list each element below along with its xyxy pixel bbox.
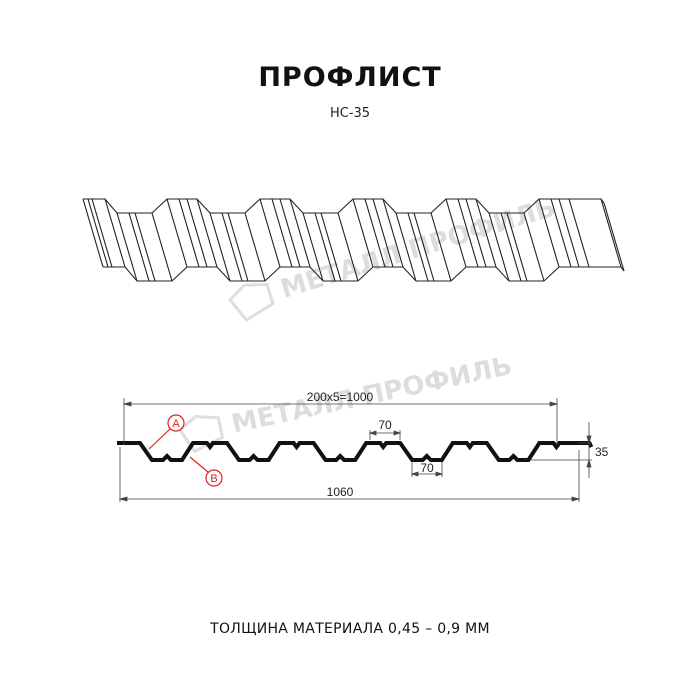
sheet-edge-rib [91, 198, 113, 268]
sheet-fold-line [166, 198, 188, 268]
dimension-lines [118, 398, 592, 502]
sheet-rib-line [457, 198, 479, 268]
sheet-fold-line [337, 212, 359, 282]
sheet-rib-line [271, 198, 293, 268]
sheet-bottom-edge [103, 266, 625, 282]
sheet-fold-line [352, 198, 374, 268]
sheet-fold-line [600, 198, 622, 268]
sheet-fold-line [568, 198, 590, 268]
sheet-edge-rib [87, 198, 109, 268]
sheet-fold-line [488, 212, 510, 282]
sheet-fold-line [302, 212, 324, 282]
sheet-rib-line [465, 198, 487, 268]
sheet-rib-line [314, 212, 336, 282]
sheet-fold-line [209, 212, 231, 282]
sheet-rib-line [372, 198, 394, 268]
sheet-rib-line [500, 212, 522, 282]
sheet-fold-line [289, 198, 311, 268]
sheet-fold-line [538, 198, 560, 268]
page-title: ПРОФЛИСТ [258, 62, 442, 93]
sheet-fold-line [523, 212, 545, 282]
sheet-rib-line [227, 212, 249, 282]
sheet-fold-line [196, 198, 218, 268]
sheet-fold-line [116, 212, 138, 282]
sheet-fold-line [475, 198, 497, 268]
sheet-rib-line [134, 212, 156, 282]
sheet-rib-line [364, 198, 386, 268]
marker-b-label: B [210, 473, 217, 485]
marker-b [189, 456, 223, 487]
sheet-rib-line [550, 198, 572, 268]
sheet-fold-line [430, 212, 452, 282]
sheet-fold-line [382, 198, 404, 268]
sheet-fold-line [603, 202, 625, 272]
sheet-rib-line [320, 212, 342, 282]
marker-a [148, 414, 185, 450]
marker-a-label: A [172, 418, 180, 430]
sheet-rib-line [186, 198, 208, 268]
sheet-fold-line [244, 212, 266, 282]
dim-bottom-flange: 70 [420, 461, 434, 475]
sheet-fold-line [151, 212, 173, 282]
dim-pitch-total: 200x5=1000 [307, 390, 374, 404]
sheet-top-edge [83, 198, 605, 214]
sheet-rib-line [178, 198, 200, 268]
sheet-rib-line [506, 212, 528, 282]
sheet-fold-line [82, 198, 104, 268]
sheet-fold-line [395, 212, 417, 282]
sheet-rib-line [558, 198, 580, 268]
dim-height: 35 [595, 445, 609, 459]
profile-section [117, 441, 594, 462]
dim-top-flange: 70 [378, 418, 392, 432]
sheet-rib-line [221, 212, 243, 282]
product-code: НС-35 [329, 106, 371, 121]
dim-full-width: 1060 [327, 485, 354, 499]
sheet-rib-line [413, 212, 435, 282]
material-thickness: ТОЛЩИНА МАТЕРИАЛА 0,45 – 0,9 ММ [210, 621, 490, 637]
sheet-fold-line [259, 198, 281, 268]
sheet-fold-line [104, 198, 126, 268]
sheet-fold-line [445, 198, 467, 268]
sheet-rib-line [407, 212, 429, 282]
sheet-rib-line [279, 198, 301, 268]
isometric-sheet [82, 198, 625, 282]
sheet-rib-line [128, 212, 150, 282]
